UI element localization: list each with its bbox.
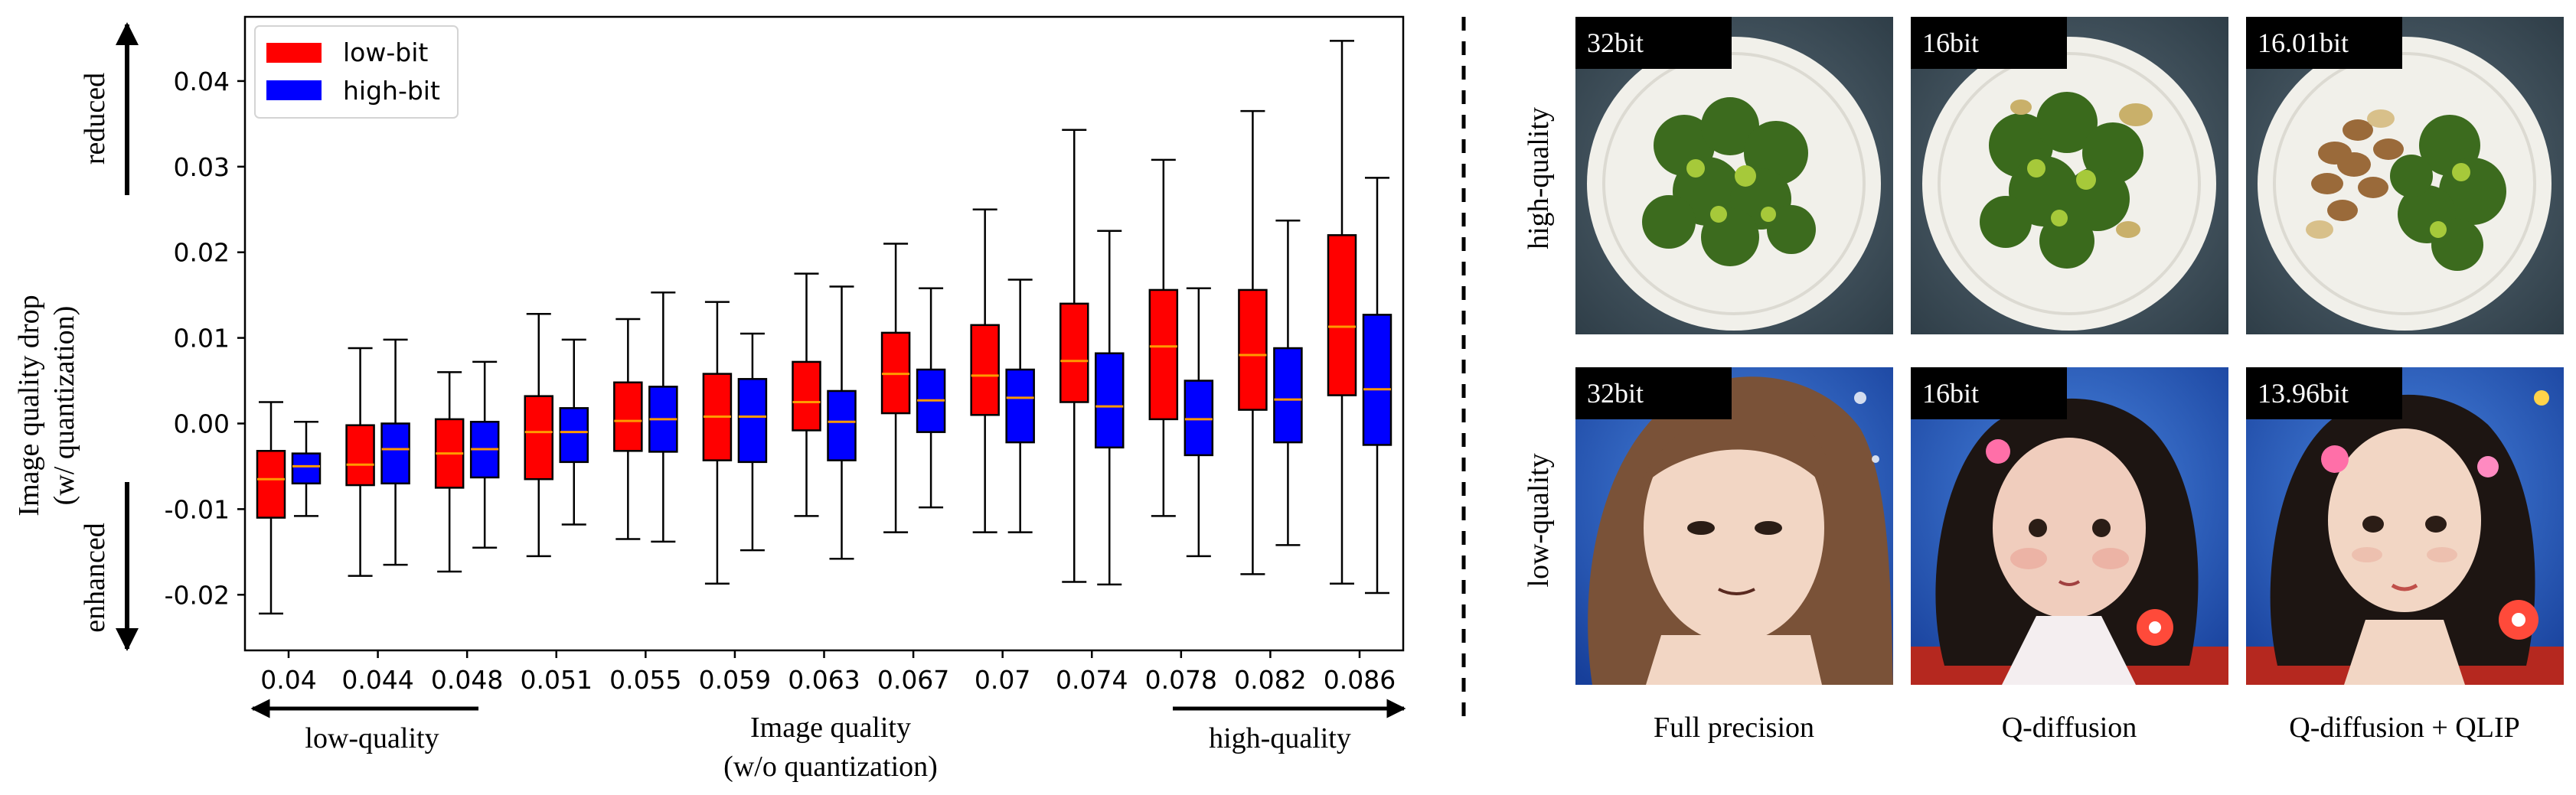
badge-bg [1575, 367, 1732, 419]
legend-label-low-bit: low-bit [343, 37, 428, 67]
high-bit-box-0.074 [1095, 352, 1125, 449]
image-full-precision-low-quality [1575, 367, 1893, 685]
y-tick-label: -0.02 [165, 580, 230, 610]
y-tick-label: -0.01 [165, 494, 230, 524]
x-axis-label-line2: (w/o quantization) [723, 751, 938, 783]
x-tick-label: 0.082 [1234, 665, 1306, 695]
x-tick-label: 0.048 [431, 665, 503, 695]
badge-bg [1911, 367, 2067, 419]
badge-bg [1575, 17, 1732, 69]
caption-full-precision: Full precision [1654, 712, 1814, 744]
badge-qlip-low-quality: 13.96bit [2258, 378, 2349, 409]
legend-swatch-low-bit [266, 43, 322, 63]
image-qlip-high-quality [2246, 17, 2564, 334]
x-tick-label: 0.07 [975, 665, 1030, 695]
y-tick-label: 0.00 [174, 409, 230, 438]
badge-q-diffusion-low-quality: 16bit [1922, 378, 1979, 409]
x-tick-label: 0.086 [1324, 665, 1396, 695]
badge-q-diffusion-high-quality: 16bit [1922, 28, 1979, 58]
badge-full-precision-high-quality: 32bit [1587, 28, 1644, 58]
x-tick-label: 0.078 [1145, 665, 1217, 695]
x-axis-label-line1: Image quality [750, 712, 911, 744]
row-label-low-quality: low-quality [1523, 453, 1555, 587]
low-bit-box-0.078 [1148, 288, 1179, 421]
x-tick-label: 0.04 [260, 665, 316, 695]
x-tick-label: 0.055 [609, 665, 681, 695]
caption-qlip: Q-diffusion + QLIP [2289, 712, 2520, 744]
x-arrow-left-label: low-quality [305, 722, 439, 754]
x-tick-label: 0.059 [699, 665, 771, 695]
boxes [256, 40, 1392, 615]
high-bit-box-0.078 [1184, 380, 1214, 457]
low-bit-box-0.07 [970, 324, 1000, 416]
badge-bg [1911, 17, 2067, 69]
badge-bg [2246, 17, 2402, 69]
x-arrow-right-label: high-quality [1209, 722, 1351, 754]
high-bit-box-0.059 [737, 378, 768, 464]
x-tick-label: 0.067 [877, 665, 949, 695]
badge-bg [2246, 367, 2402, 419]
y-tick-label: 0.03 [174, 152, 230, 182]
high-bit-box-0.063 [827, 389, 857, 461]
caption-q-diffusion: Q-diffusion [2002, 712, 2137, 744]
low-bit-box-0.074 [1059, 302, 1089, 403]
x-tick-label: 0.051 [521, 665, 593, 695]
y-arrow-bottom-label: enhanced [79, 523, 111, 632]
low-bit-box-0.055 [613, 381, 643, 452]
high-bit-box-0.086 [1362, 314, 1392, 446]
legend-swatch-high-bit [266, 80, 322, 100]
low-bit-box-0.051 [524, 395, 553, 481]
image-q-diffusion-low-quality [1911, 367, 2228, 685]
high-bit-box-0.044 [380, 422, 410, 485]
legend-label-high-bit: high-bit [343, 76, 440, 106]
legend: low-bit high-bit [254, 25, 459, 119]
image-gallery: high-quality low-quality 32bit [1523, 17, 2564, 744]
high-bit-box-0.082 [1273, 347, 1303, 444]
y-tick-label: 0.04 [174, 67, 230, 96]
high-bit-box-0.04 [291, 452, 322, 485]
low-bit-box-0.04 [256, 450, 286, 519]
high-bit-box-0.07 [1005, 368, 1035, 444]
low-bit-box-0.082 [1238, 288, 1268, 411]
x-tick-label: 0.044 [341, 665, 413, 695]
y-axis-label-line2: (w/ quantization) [48, 306, 80, 506]
x-tick-label: 0.074 [1056, 665, 1128, 695]
low-bit-box-0.044 [345, 424, 375, 487]
y-tick-label: 0.02 [174, 238, 230, 268]
row-label-high-quality: high-quality [1523, 107, 1555, 249]
image-qlip-low-quality [2246, 367, 2564, 685]
badge-full-precision-low-quality: 32bit [1587, 378, 1644, 409]
box-plot: Image quality drop (w/ quantization) red… [13, 15, 1406, 783]
y-ticks: -0.02 -0.01 0.00 0.01 0.02 0.03 0.04 [165, 67, 245, 610]
image-full-precision-high-quality [1575, 17, 1893, 334]
x-ticks: 0.04 0.044 0.048 0.051 0.055 0.059 0.063 0.067 0… [260, 650, 1396, 695]
low-bit-box-0.063 [792, 360, 821, 432]
badge-qlip-high-quality: 16.01bit [2258, 28, 2349, 58]
y-tick-label: 0.01 [174, 324, 230, 354]
x-tick-label: 0.063 [788, 665, 860, 695]
y-arrow-top-label: reduced [79, 73, 111, 165]
image-q-diffusion-high-quality [1911, 17, 2228, 334]
high-bit-box-0.051 [559, 407, 589, 464]
low-bit-box-0.086 [1327, 234, 1357, 396]
y-axis-label-line1: Image quality drop [13, 295, 45, 516]
